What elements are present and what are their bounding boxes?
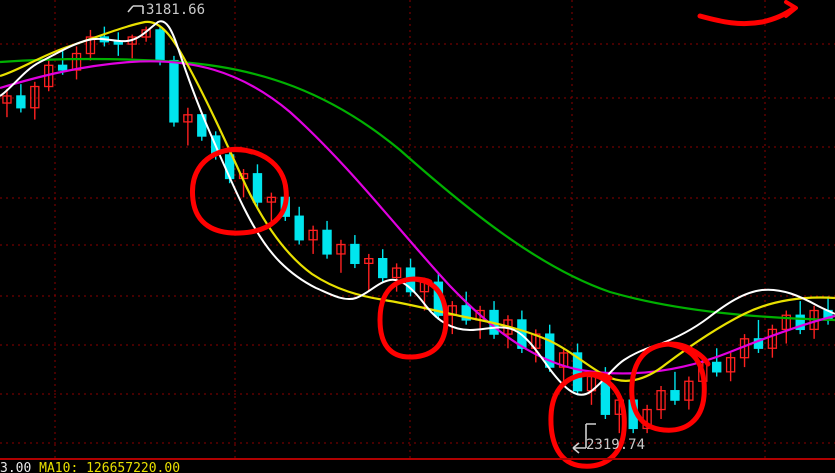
volume-ma-value: 126657220.00 bbox=[86, 461, 181, 473]
candlestick-series bbox=[2, 26, 833, 434]
candle-body bbox=[545, 333, 555, 368]
high-callout-pointer bbox=[127, 5, 144, 14]
candle-body bbox=[391, 267, 402, 279]
candle-body bbox=[350, 243, 360, 265]
candle-body bbox=[252, 173, 263, 203]
annotation-circle-1 bbox=[189, 146, 289, 236]
candle-body bbox=[767, 328, 778, 349]
annotation-leader-line bbox=[697, 5, 797, 27]
candle-body bbox=[378, 258, 388, 279]
candle-body bbox=[183, 114, 193, 123]
candle-body bbox=[85, 36, 96, 55]
horizontal-gridlines bbox=[0, 43, 835, 444]
low-price-label: 2319.74 bbox=[586, 437, 646, 453]
candle-body bbox=[656, 390, 666, 411]
candle-body bbox=[795, 314, 805, 331]
candle-body bbox=[2, 95, 12, 104]
annotation-circle-3 bbox=[548, 371, 627, 469]
ma5-line bbox=[0, 20, 835, 396]
candle-body bbox=[16, 95, 26, 109]
volume-value: 3.00 bbox=[0, 461, 32, 473]
annotation-arrow-head bbox=[784, 0, 798, 18]
candle-body bbox=[57, 64, 68, 71]
candle-body bbox=[322, 229, 332, 255]
volume-ma-label: MA10: bbox=[39, 461, 79, 473]
candle-body bbox=[670, 390, 680, 401]
ma30-line bbox=[0, 60, 835, 375]
candle-body bbox=[461, 305, 471, 321]
candle-body bbox=[781, 314, 791, 331]
low-callout-stem bbox=[585, 423, 596, 448]
candle-body bbox=[30, 85, 40, 109]
candle-body bbox=[684, 380, 694, 401]
candle-body bbox=[364, 258, 374, 265]
annotation-circle-2 bbox=[377, 276, 449, 360]
candle-body bbox=[336, 243, 346, 255]
candle-body bbox=[558, 352, 569, 368]
high-price-label: 3181.66 bbox=[146, 2, 206, 18]
low-callout-arrow bbox=[572, 442, 586, 454]
volume-ma-readout: 3.00 MA10: 126657220.00 bbox=[0, 461, 180, 473]
candle-body bbox=[266, 196, 277, 203]
candle-body bbox=[572, 352, 583, 392]
candle-body bbox=[308, 229, 318, 241]
ma60-line bbox=[0, 57, 835, 322]
candle-body bbox=[712, 361, 722, 373]
candle-body bbox=[294, 215, 304, 241]
annotation-circle-4 bbox=[629, 341, 711, 433]
candle-body bbox=[725, 357, 736, 373]
vertical-gridlines bbox=[54, 0, 766, 459]
